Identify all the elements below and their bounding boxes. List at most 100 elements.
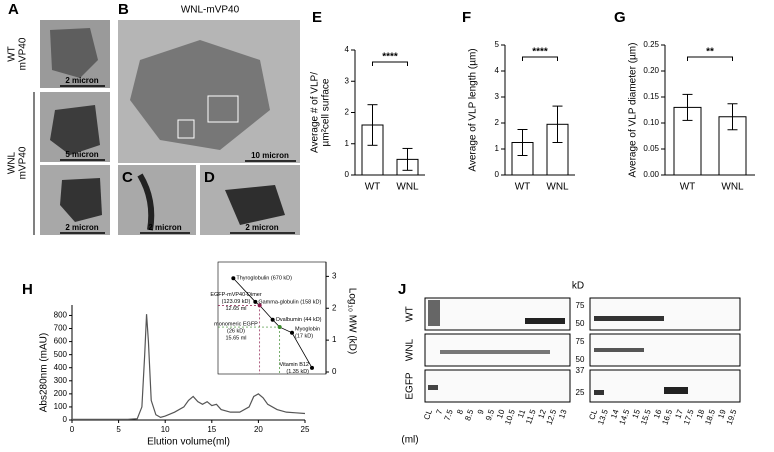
- y-tick-label: 800: [54, 311, 68, 320]
- point: [257, 303, 262, 308]
- y-axis-label: Average of VLP length (µm): [468, 48, 479, 171]
- y-tick-label: 100: [54, 402, 68, 411]
- y-axis-label: Average of VLP diameter (µm): [628, 43, 639, 178]
- blot: [424, 297, 571, 331]
- y-tick-label: 0.20: [643, 66, 659, 75]
- y-tick-label: 3: [495, 92, 500, 101]
- x-tick-label: WT: [365, 182, 381, 193]
- x-tick-label: 15: [207, 425, 216, 434]
- cell: [60, 178, 102, 222]
- scale-bar-label: 2 micron: [148, 223, 181, 232]
- x-tick-label: WT: [515, 182, 531, 193]
- blot: [424, 369, 571, 403]
- y-tick-label: 700: [54, 324, 68, 333]
- row-label: WT: [7, 46, 18, 62]
- y-tick-label: 1: [332, 335, 337, 344]
- point-label: Gamma-globulin (158 kD): [258, 299, 321, 305]
- mw-marker: 37: [576, 366, 585, 375]
- blot: [589, 369, 741, 403]
- micrographs: [33, 20, 300, 235]
- mw-marker: 25: [576, 388, 585, 397]
- x-tick-label: WNL: [396, 182, 419, 193]
- lane-label: 7: [434, 408, 444, 416]
- cell: [225, 185, 285, 225]
- y-tick-label: 2: [332, 303, 337, 312]
- panel-label: A: [8, 1, 19, 18]
- inset-box: [177, 119, 195, 139]
- lane-label: CL: [587, 408, 599, 421]
- panel-label: J: [398, 281, 406, 298]
- point-label: 12.65 ml: [225, 306, 246, 312]
- x-tick-label: 0: [70, 425, 75, 434]
- y-tick-label: 500: [54, 350, 68, 359]
- point: [290, 330, 294, 335]
- point-label: Myoglobin: [295, 327, 320, 333]
- row-label: EGFP: [405, 372, 416, 400]
- point-label: (17 kD): [295, 334, 313, 340]
- y-tick-label: 0.00: [643, 170, 659, 179]
- lane-label: 16: [652, 408, 664, 420]
- y-axis-label: Average # of VLP/: [310, 72, 321, 153]
- point-label: (123.09 kD): [222, 299, 251, 305]
- panel-label: F: [462, 9, 471, 26]
- row-label: WT: [405, 306, 416, 322]
- lane-label: 9: [476, 408, 486, 416]
- lane-label: 12: [536, 408, 548, 420]
- band: [594, 390, 604, 395]
- panel-label: H: [22, 281, 33, 298]
- chromatogram: [72, 314, 306, 420]
- kd-unit: kD: [572, 281, 584, 292]
- significance-bracket: [522, 56, 558, 61]
- point-label: Vitamin B12: [279, 362, 309, 368]
- point: [277, 325, 282, 330]
- y-tick-label: 1: [345, 139, 350, 148]
- band: [525, 318, 565, 324]
- mw-marker: 75: [576, 337, 585, 346]
- lane-label: 13: [557, 408, 569, 420]
- lane-label: 19: [716, 408, 728, 420]
- y-tick-label: 0: [495, 170, 500, 179]
- lane-label: 8: [455, 408, 465, 416]
- band: [594, 348, 644, 352]
- y-tick-label: 5: [495, 40, 500, 49]
- y-tick-label: 3: [332, 271, 337, 280]
- y-tick-label: 0.10: [643, 118, 659, 127]
- y-tick-label: 0.25: [643, 40, 659, 49]
- x-tick-label: 10: [161, 425, 170, 434]
- lane-label: 19.5: [725, 408, 739, 426]
- point: [231, 276, 236, 281]
- x-tick-label: WT: [680, 182, 696, 193]
- scale-bar-label: 10 micron: [251, 151, 289, 160]
- y-tick-label: 200: [54, 389, 68, 398]
- y-tick-label: 400: [54, 363, 68, 372]
- row-label: WNL: [405, 338, 416, 361]
- point-label: (26 kD): [227, 329, 245, 335]
- lane-label: 8.5: [463, 408, 475, 422]
- row-label: mVP40: [18, 146, 29, 179]
- significance-bracket: [687, 56, 733, 61]
- x-tick-label: 5: [116, 425, 121, 434]
- significance: ****: [382, 52, 398, 63]
- point: [270, 317, 275, 322]
- cell: [137, 173, 155, 231]
- x-tick-label: 25: [301, 425, 310, 434]
- panel-label: B: [118, 1, 129, 18]
- point-label: EGFP-mVP40-Dimer: [210, 292, 262, 298]
- scale-bar-label: 2 micron: [65, 223, 98, 232]
- micrograph: [118, 165, 196, 235]
- band: [428, 385, 438, 390]
- volume-unit: (ml): [401, 435, 418, 446]
- lane-label: 14: [609, 408, 621, 420]
- cell: [50, 105, 100, 155]
- y-tick-label: 0.05: [643, 144, 659, 153]
- cell: [50, 28, 98, 78]
- lane-label: 18: [695, 408, 707, 420]
- row-label: WNL: [7, 151, 18, 174]
- mw-marker: 50: [576, 319, 585, 328]
- y-tick-label: 2: [495, 118, 500, 127]
- inset-box: [207, 95, 239, 123]
- scale-bar-label: 5 micron: [65, 150, 98, 159]
- point-label: 15.65 ml: [225, 336, 246, 342]
- x-tick-label: 20: [254, 425, 263, 434]
